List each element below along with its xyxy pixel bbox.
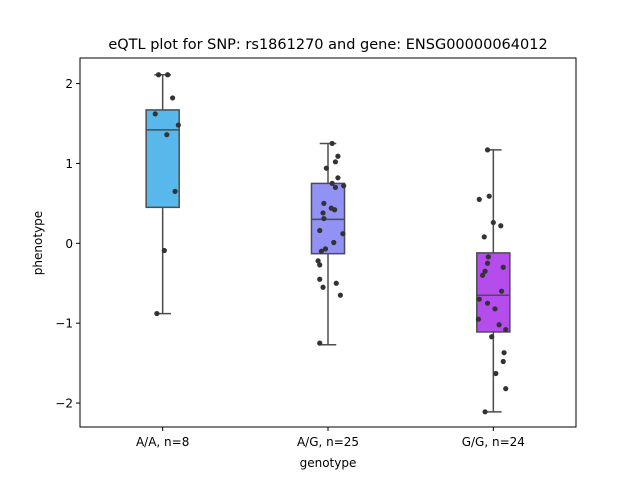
x-tick-label: A/A, n=8 <box>136 435 189 449</box>
data-point <box>335 153 341 159</box>
data-point <box>332 207 338 213</box>
y-tick-label: 0 <box>65 237 73 251</box>
data-point <box>493 370 499 377</box>
data-point <box>152 111 158 117</box>
data-point <box>479 272 486 278</box>
data-point <box>340 231 346 237</box>
y-tick-label: 1 <box>65 157 73 171</box>
data-point <box>321 215 327 222</box>
x-tick-label: G/G, n=24 <box>462 435 525 449</box>
data-point <box>484 260 491 266</box>
data-point <box>500 358 506 365</box>
data-point <box>498 223 504 229</box>
box-iqr <box>476 252 511 333</box>
data-point <box>175 122 181 128</box>
x-axis: A/A, n=8 A/G, n=25 G/G, n=24 <box>136 427 525 449</box>
data-point <box>475 316 482 322</box>
data-point <box>341 183 347 189</box>
data-point <box>332 184 339 190</box>
points-layer <box>152 72 509 415</box>
data-point <box>315 258 321 264</box>
chart-title: eQTL plot for SNP: rs1861270 and gene: E… <box>108 37 547 53</box>
data-point <box>165 72 171 78</box>
data-point <box>476 196 482 202</box>
data-point <box>484 300 491 306</box>
data-point <box>329 180 335 186</box>
data-point <box>503 326 509 333</box>
data-point <box>332 159 339 165</box>
data-point <box>322 246 329 252</box>
data-point <box>486 193 492 199</box>
y-tick-label: −1 <box>55 317 73 331</box>
data-point <box>317 227 323 234</box>
data-point <box>496 322 502 328</box>
data-point <box>476 296 482 302</box>
data-point <box>500 264 506 270</box>
data-point <box>161 247 167 254</box>
box-group <box>310 142 346 346</box>
data-point <box>155 72 162 78</box>
data-point <box>317 262 323 268</box>
data-point <box>482 409 488 415</box>
data-point <box>320 210 326 216</box>
data-point <box>154 310 160 317</box>
box-iqr <box>310 182 346 255</box>
data-point <box>164 132 170 138</box>
data-point <box>333 280 339 286</box>
data-point <box>489 334 495 340</box>
data-point <box>320 284 326 290</box>
y-axis: 2 1 0 −1 −2 <box>55 77 80 411</box>
data-point <box>329 140 335 147</box>
data-point <box>172 188 178 194</box>
data-point <box>499 288 505 294</box>
data-point <box>501 350 507 356</box>
data-point <box>323 165 329 171</box>
data-point <box>318 248 324 254</box>
data-point <box>485 254 491 260</box>
data-point <box>317 340 323 346</box>
data-point <box>169 95 176 101</box>
data-point <box>503 386 509 392</box>
data-point <box>337 292 343 298</box>
box-group <box>145 74 180 315</box>
boxes-layer <box>145 74 511 413</box>
data-point <box>490 219 496 226</box>
box-group <box>476 149 511 413</box>
data-point <box>481 234 487 240</box>
data-point <box>331 239 337 246</box>
data-point <box>492 306 498 312</box>
y-axis-label: phenotype <box>31 211 45 275</box>
y-tick-label: −2 <box>55 397 73 411</box>
data-point <box>317 276 323 282</box>
data-point <box>482 268 488 274</box>
data-point <box>484 147 491 153</box>
data-point <box>335 175 341 181</box>
data-point <box>321 200 327 206</box>
y-tick-label: 2 <box>65 77 73 91</box>
x-tick-label: A/G, n=25 <box>297 435 359 449</box>
x-axis-label: genotype <box>300 456 357 470</box>
